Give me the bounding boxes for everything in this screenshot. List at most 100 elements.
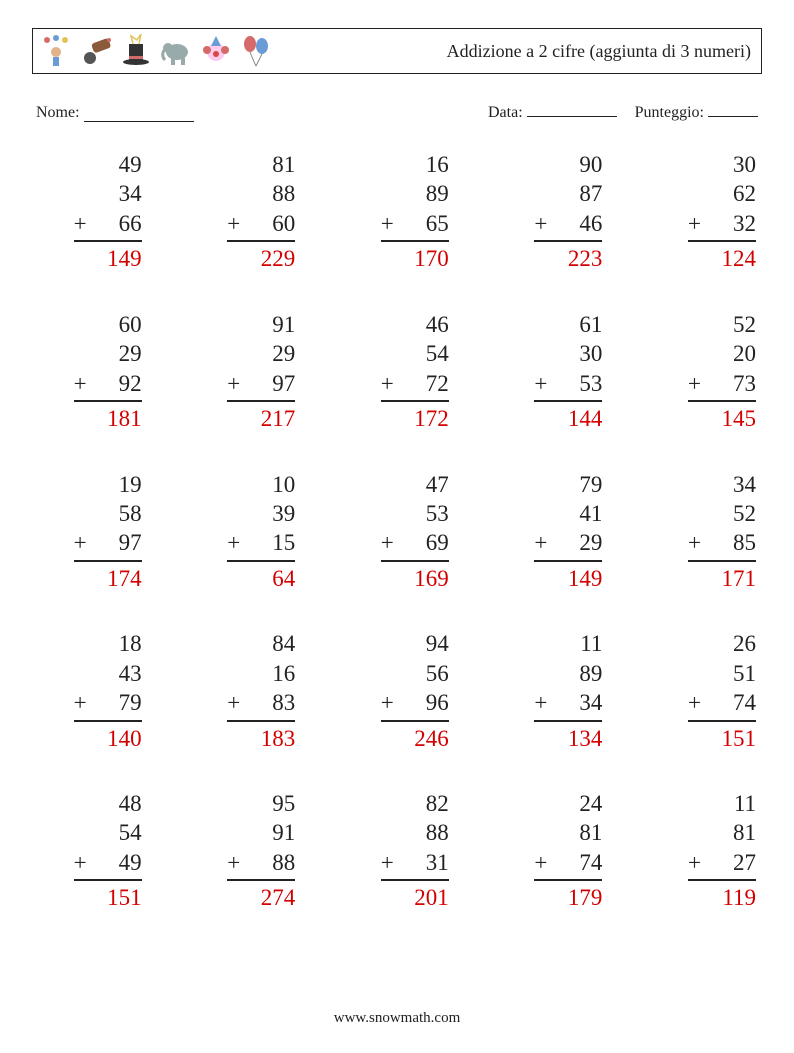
addend-2: 58 [74,499,142,528]
addend-2: 51 [688,659,756,688]
addend-2: 43 [74,659,142,688]
plus-sign: + [381,209,394,238]
answer: 174 [74,562,142,593]
clown-icon [199,34,233,68]
plus-sign: + [227,209,240,238]
addend-3-row: +97 [227,369,295,402]
addend-2: 89 [381,179,449,208]
addend-2: 52 [688,499,756,528]
addend-1: 49 [74,150,142,179]
addend-2: 39 [227,499,295,528]
addition-problem: 4753+69169 [345,470,449,594]
addend-3: 46 [579,211,602,236]
addition-problem: 1843+79140 [38,629,142,753]
answer: 181 [74,402,142,433]
addend-2: 41 [534,499,602,528]
addend-3: 72 [426,371,449,396]
plus-sign: + [227,688,240,717]
answer: 144 [534,402,602,433]
addend-1: 46 [381,310,449,339]
addend-3: 15 [272,530,295,555]
answer: 183 [227,722,295,753]
plus-sign: + [381,848,394,877]
addend-2: 81 [534,818,602,847]
plus-sign: + [534,369,547,398]
plus-sign: + [227,848,240,877]
addition-problem: 1689+65170 [345,150,449,274]
addend-3-row: +96 [381,688,449,721]
addition-problem: 6029+92181 [38,310,142,434]
answer: 145 [688,402,756,433]
addition-problem: 9591+88274 [192,789,296,913]
name-blank[interactable] [84,107,194,122]
addend-2: 62 [688,179,756,208]
addend-3-row: +83 [227,688,295,721]
addend-3-row: +34 [534,688,602,721]
answer: 246 [381,722,449,753]
addend-1: 34 [688,470,756,499]
addend-1: 95 [227,789,295,818]
addend-1: 52 [688,310,756,339]
date-label: Data: [488,104,523,121]
addend-1: 94 [381,629,449,658]
addition-problem: 3452+85171 [652,470,756,594]
addend-1: 84 [227,629,295,658]
addition-problem: 9129+97217 [192,310,296,434]
addend-3: 53 [579,371,602,396]
addend-3-row: +32 [688,209,756,242]
plus-sign: + [74,369,87,398]
addend-1: 47 [381,470,449,499]
juggler-icon [39,34,73,68]
addend-2: 89 [534,659,602,688]
addend-2: 56 [381,659,449,688]
plus-sign: + [227,369,240,398]
answer: 179 [534,881,602,912]
plus-sign: + [74,209,87,238]
addend-3-row: +97 [74,528,142,561]
plus-sign: + [688,688,701,717]
addend-3-row: +31 [381,848,449,881]
answer: 171 [688,562,756,593]
addend-3-row: +53 [534,369,602,402]
addition-problem: 5220+73145 [652,310,756,434]
problems-grid: 4934+661498188+602291689+651709087+46223… [32,150,762,913]
addend-2: 87 [534,179,602,208]
addend-1: 60 [74,310,142,339]
addend-2: 54 [74,818,142,847]
plus-sign: + [688,848,701,877]
addend-3-row: +49 [74,848,142,881]
answer: 149 [74,242,142,273]
addend-1: 19 [74,470,142,499]
answer: 172 [381,402,449,433]
addend-2: 88 [227,179,295,208]
score-blank[interactable] [708,102,758,117]
addend-1: 61 [534,310,602,339]
addend-3: 73 [733,371,756,396]
addition-problem: 8288+31201 [345,789,449,913]
addition-problem: 7941+29149 [499,470,603,594]
addend-1: 90 [534,150,602,179]
date-blank[interactable] [527,102,617,117]
addend-3-row: +85 [688,528,756,561]
answer: 140 [74,722,142,753]
plus-sign: + [534,848,547,877]
plus-sign: + [688,528,701,557]
score-label: Punteggio: [635,104,704,121]
addend-2: 29 [74,339,142,368]
addend-1: 82 [381,789,449,818]
header-box: Addizione a 2 cifre (aggiunta di 3 numer… [32,28,762,74]
addend-2: 30 [534,339,602,368]
addend-2: 81 [688,818,756,847]
answer: 151 [74,881,142,912]
plus-sign: + [74,688,87,717]
plus-sign: + [381,528,394,557]
addition-problem: 1039+1564 [192,470,296,594]
addend-2: 53 [381,499,449,528]
addition-problem: 1958+97174 [38,470,142,594]
addend-2: 34 [74,179,142,208]
addend-3-row: +72 [381,369,449,402]
addition-problem: 4934+66149 [38,150,142,274]
plus-sign: + [381,688,394,717]
name-label: Nome: [36,104,80,122]
addition-problem: 8416+83183 [192,629,296,753]
